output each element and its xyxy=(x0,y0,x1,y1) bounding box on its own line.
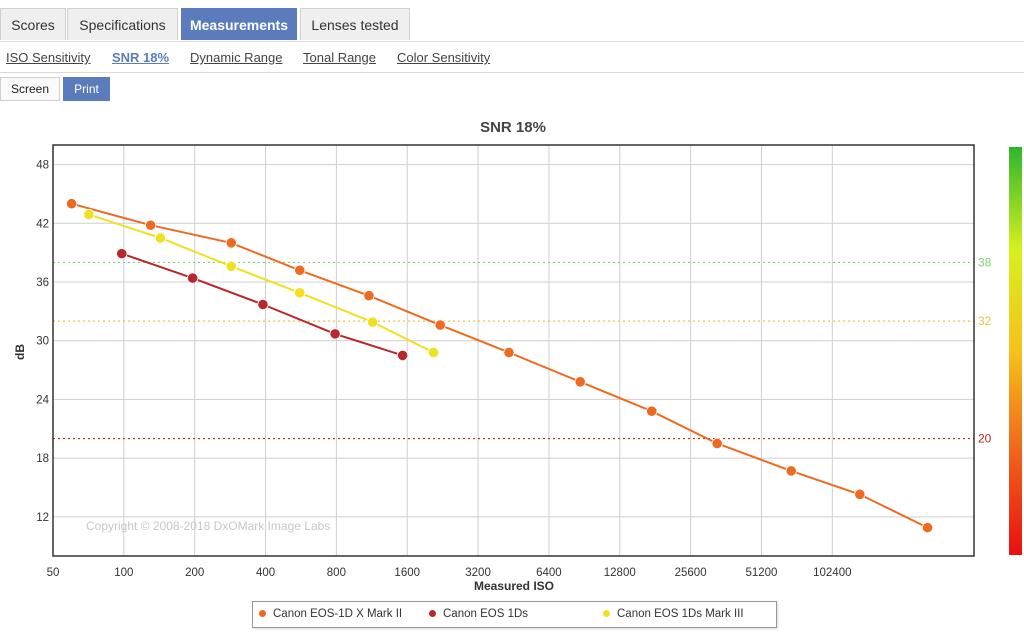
series-group xyxy=(66,198,934,534)
x-tick-label: 50 xyxy=(47,567,60,579)
series-line xyxy=(71,202,928,529)
data-point[interactable] xyxy=(434,319,446,331)
legend-marker-icon xyxy=(603,610,610,618)
reference-label: 20 xyxy=(978,432,992,446)
legend-item-1ds[interactable]: Canon EOS 1Ds xyxy=(429,608,528,620)
tab-scores[interactable]: Scores xyxy=(0,8,66,40)
tab-lenses-tested[interactable]: Lenses tested xyxy=(300,8,410,40)
plot-area xyxy=(52,144,975,557)
data-point[interactable] xyxy=(329,328,341,340)
legend-label: Canon EOS 1Ds Mark III xyxy=(617,608,744,620)
data-point[interactable] xyxy=(116,248,128,260)
link-iso-sensitivity[interactable]: ISO Sensitivity xyxy=(6,50,91,65)
y-tick-label: 42 xyxy=(36,218,49,230)
x-tick-label: 25600 xyxy=(675,567,707,579)
data-point[interactable] xyxy=(66,198,78,210)
link-tonal-range[interactable]: Tonal Range xyxy=(303,50,376,65)
tab-specifications[interactable]: Specifications xyxy=(67,8,178,40)
data-point[interactable] xyxy=(854,488,866,500)
data-point[interactable] xyxy=(574,376,586,388)
link-snr-18[interactable]: SNR 18% xyxy=(112,50,170,65)
data-point[interactable] xyxy=(427,346,440,359)
x-tick-label: 102400 xyxy=(813,567,851,579)
legend-item-1ds-mark-iii[interactable]: Canon EOS 1Ds Mark III xyxy=(603,608,744,620)
legend-marker-icon xyxy=(429,610,436,618)
color-scale-bar xyxy=(1009,147,1022,555)
x-axis-title: Measured ISO xyxy=(474,579,554,593)
chart-legend: Canon EOS-1D X Mark II Canon EOS 1Ds Can… xyxy=(252,601,777,628)
copyright-text: Copyright © 2008-2018 DxOMark Image Labs xyxy=(86,519,330,533)
data-point[interactable] xyxy=(366,316,379,328)
series-3 xyxy=(83,208,440,359)
data-point[interactable] xyxy=(711,437,723,450)
series-1 xyxy=(66,198,934,534)
top-tabs: Scores Specifications Measurements Lense… xyxy=(0,0,1024,42)
link-dynamic-range[interactable]: Dynamic Range xyxy=(190,50,283,65)
y-tick-label: 24 xyxy=(36,394,49,406)
y-axis: 12 18 24 30 36 42 48 xyxy=(36,160,49,524)
series-2 xyxy=(116,248,409,361)
x-tick-label: 3200 xyxy=(465,567,491,579)
legend-label: Canon EOS 1Ds xyxy=(443,608,529,620)
data-point[interactable] xyxy=(363,290,375,302)
data-point[interactable] xyxy=(646,405,658,417)
data-point[interactable] xyxy=(145,219,157,231)
y-tick-label: 18 xyxy=(36,453,49,465)
data-point[interactable] xyxy=(294,264,306,276)
data-point[interactable] xyxy=(187,272,199,284)
x-tick-label: 800 xyxy=(327,567,346,579)
y-axis-title: dB xyxy=(13,344,27,360)
y-tick-label: 30 xyxy=(36,336,49,348)
data-point[interactable] xyxy=(257,298,269,311)
data-point[interactable] xyxy=(503,346,515,359)
screen-button[interactable]: Screen xyxy=(0,77,60,101)
series-line xyxy=(88,213,435,354)
reference-lines: 38 32 20 xyxy=(53,255,992,446)
reference-label: 32 xyxy=(978,314,992,328)
data-point[interactable] xyxy=(83,208,95,221)
legend-item-1dx-mark-ii[interactable]: Canon EOS-1D X Mark II xyxy=(259,608,402,620)
snr-chart: 38 32 20 12 18 24 30 36 42 48 50 100 200 400 800 1600… xyxy=(13,119,1022,593)
x-tick-label: 100 xyxy=(114,567,133,579)
grid-lines xyxy=(52,145,974,556)
chart-title: SNR 18% xyxy=(480,119,546,136)
y-tick-label: 12 xyxy=(36,512,49,524)
measurement-subnav: ISO Sensitivity SNR 18% Dynamic Range To… xyxy=(0,42,1024,73)
data-point[interactable] xyxy=(397,349,409,361)
y-tick-label: 36 xyxy=(36,277,49,289)
x-tick-label: 200 xyxy=(185,567,204,579)
x-tick-label: 12800 xyxy=(604,567,636,579)
x-tick-label: 51200 xyxy=(745,567,777,579)
data-point[interactable] xyxy=(785,465,797,477)
print-button[interactable]: Print xyxy=(63,77,110,101)
data-point[interactable] xyxy=(294,287,306,299)
reference-label: 38 xyxy=(978,255,992,269)
data-point[interactable] xyxy=(921,522,934,534)
legend-marker-icon xyxy=(259,610,266,618)
data-point[interactable] xyxy=(225,237,237,249)
y-tick-label: 48 xyxy=(36,160,49,172)
link-color-sensitivity[interactable]: Color Sensitivity xyxy=(397,50,491,65)
x-tick-label: 6400 xyxy=(536,567,562,579)
x-tick-label: 1600 xyxy=(394,567,420,579)
tab-measurements[interactable]: Measurements xyxy=(181,8,297,40)
data-point[interactable] xyxy=(225,260,237,272)
x-axis: 50 100 200 400 800 1600 3200 6400 12800 25600 5120… xyxy=(47,567,852,579)
data-point[interactable] xyxy=(154,232,167,244)
legend-label: Canon EOS-1D X Mark II xyxy=(273,608,403,620)
x-tick-label: 400 xyxy=(256,567,275,579)
